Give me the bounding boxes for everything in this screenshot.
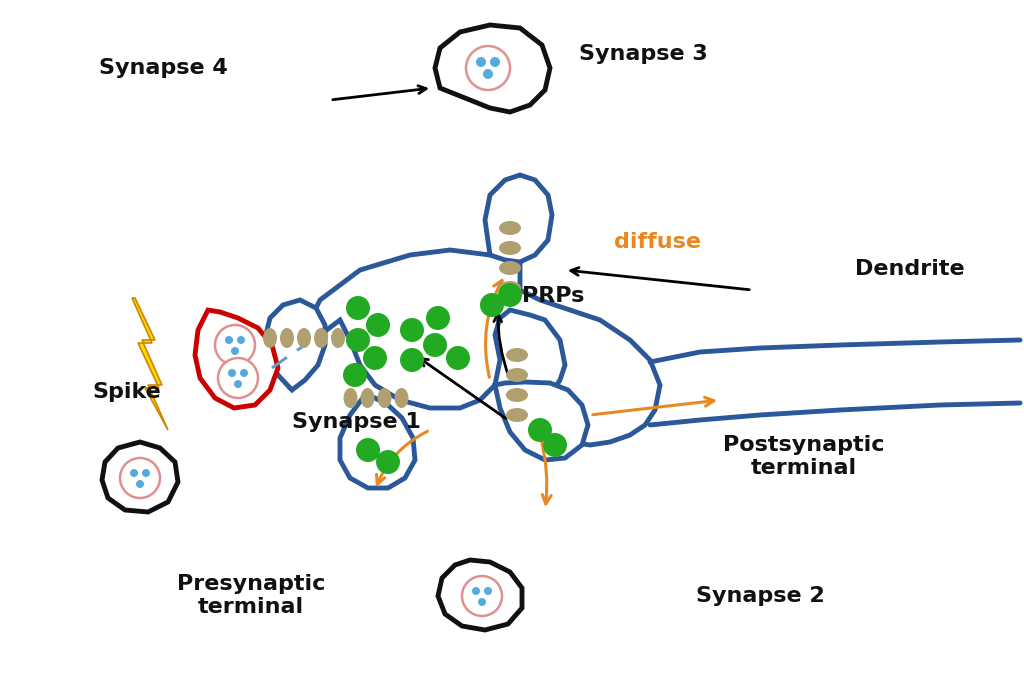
Circle shape bbox=[446, 346, 470, 370]
Circle shape bbox=[234, 380, 242, 388]
Polygon shape bbox=[485, 175, 552, 262]
Circle shape bbox=[120, 458, 160, 498]
Polygon shape bbox=[435, 25, 550, 112]
Polygon shape bbox=[102, 442, 178, 512]
Circle shape bbox=[426, 306, 450, 330]
Circle shape bbox=[240, 369, 248, 377]
Text: Synapse 3: Synapse 3 bbox=[579, 44, 708, 65]
Ellipse shape bbox=[331, 328, 345, 348]
Circle shape bbox=[498, 283, 522, 307]
Circle shape bbox=[472, 587, 480, 595]
Polygon shape bbox=[340, 395, 415, 488]
Ellipse shape bbox=[360, 388, 375, 408]
Circle shape bbox=[346, 328, 370, 352]
Polygon shape bbox=[438, 560, 522, 630]
Text: PRPs: PRPs bbox=[522, 286, 585, 306]
Polygon shape bbox=[290, 250, 660, 445]
Circle shape bbox=[480, 293, 504, 317]
Circle shape bbox=[142, 469, 150, 477]
Circle shape bbox=[476, 57, 486, 67]
Ellipse shape bbox=[343, 388, 357, 408]
Ellipse shape bbox=[506, 368, 528, 382]
Circle shape bbox=[543, 433, 567, 457]
Text: Dendrite: Dendrite bbox=[855, 259, 965, 279]
Ellipse shape bbox=[506, 348, 528, 362]
Text: Synapse 2: Synapse 2 bbox=[696, 586, 825, 606]
Polygon shape bbox=[265, 300, 325, 390]
Text: Presynaptic
terminal: Presynaptic terminal bbox=[177, 574, 325, 618]
Text: Synapse 4: Synapse 4 bbox=[99, 58, 228, 78]
Circle shape bbox=[484, 587, 492, 595]
Circle shape bbox=[478, 598, 486, 606]
Ellipse shape bbox=[394, 388, 409, 408]
Ellipse shape bbox=[499, 221, 521, 235]
Polygon shape bbox=[495, 382, 588, 460]
Circle shape bbox=[215, 325, 255, 365]
Text: Spike: Spike bbox=[92, 381, 161, 402]
Circle shape bbox=[400, 318, 424, 342]
Text: Postsynaptic
terminal: Postsynaptic terminal bbox=[723, 434, 885, 478]
Circle shape bbox=[362, 346, 387, 370]
Ellipse shape bbox=[499, 281, 521, 295]
Ellipse shape bbox=[263, 328, 278, 348]
Text: diffuse: diffuse bbox=[614, 232, 701, 252]
Circle shape bbox=[423, 333, 447, 357]
Circle shape bbox=[228, 369, 236, 377]
Circle shape bbox=[366, 313, 390, 337]
Polygon shape bbox=[132, 298, 168, 430]
Ellipse shape bbox=[378, 388, 391, 408]
Circle shape bbox=[490, 57, 500, 67]
Circle shape bbox=[130, 469, 138, 477]
Ellipse shape bbox=[280, 328, 294, 348]
Circle shape bbox=[528, 418, 552, 442]
Circle shape bbox=[136, 480, 144, 488]
Circle shape bbox=[462, 576, 502, 616]
Circle shape bbox=[231, 347, 239, 355]
Polygon shape bbox=[195, 310, 278, 408]
Ellipse shape bbox=[506, 388, 528, 402]
Circle shape bbox=[225, 336, 233, 344]
Circle shape bbox=[346, 296, 370, 320]
Ellipse shape bbox=[506, 408, 528, 422]
Ellipse shape bbox=[499, 261, 521, 275]
Circle shape bbox=[376, 450, 400, 474]
Circle shape bbox=[218, 358, 258, 398]
Ellipse shape bbox=[297, 328, 311, 348]
Circle shape bbox=[343, 363, 367, 387]
Circle shape bbox=[400, 348, 424, 372]
Circle shape bbox=[483, 69, 493, 79]
Ellipse shape bbox=[499, 241, 521, 255]
Circle shape bbox=[356, 438, 380, 462]
Circle shape bbox=[237, 336, 245, 344]
Circle shape bbox=[466, 46, 510, 90]
Ellipse shape bbox=[314, 328, 328, 348]
Text: Synapse 1: Synapse 1 bbox=[292, 412, 421, 432]
